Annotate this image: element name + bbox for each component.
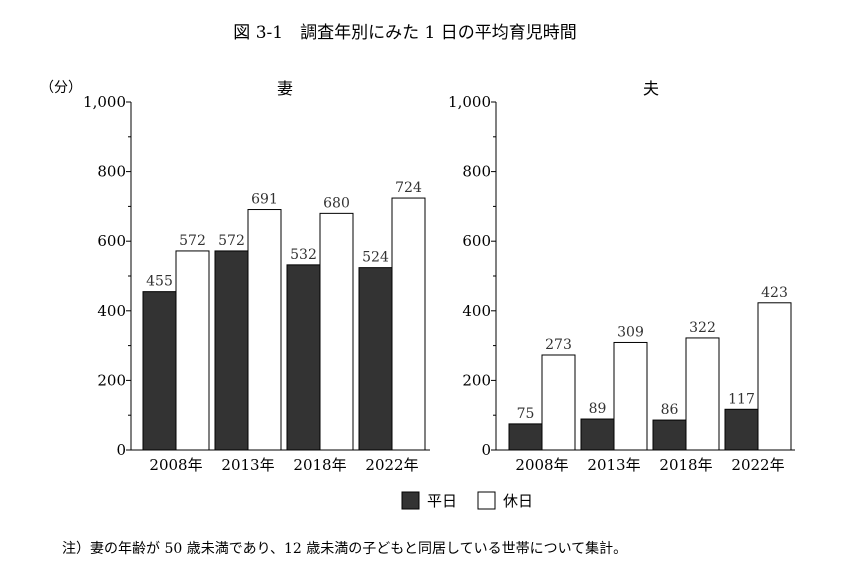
y-tick-label: 800 [462, 163, 491, 181]
y-tick-label: 200 [97, 371, 126, 389]
data-label: 309 [617, 324, 644, 340]
legend-swatch [401, 491, 420, 510]
bar-weekday [142, 291, 177, 451]
figure-title: 図 3-1 調査年別にみた 1 日の平均育児時間 [233, 23, 576, 43]
data-label: 117 [728, 391, 755, 407]
data-label: 572 [218, 233, 245, 249]
legend-swatch [477, 491, 496, 510]
panel-title: 夫 [643, 79, 659, 98]
category-label: 2018年 [659, 456, 712, 474]
bar-holiday [175, 250, 210, 451]
y-tick-label: 1,000 [448, 93, 491, 111]
category-label: 2022年 [731, 456, 784, 474]
data-label: 322 [689, 320, 716, 336]
bar-weekday [358, 267, 393, 451]
bar-weekday [580, 418, 615, 451]
category-label: 2018年 [293, 456, 346, 474]
y-tick-label: 600 [97, 232, 126, 250]
data-label: 532 [290, 247, 317, 263]
legend-label: 平日 [427, 492, 457, 510]
bar-weekday [724, 408, 759, 451]
data-label: 524 [362, 250, 389, 266]
bar-weekday [652, 419, 687, 451]
bar-holiday [757, 302, 792, 451]
data-label: 680 [323, 195, 350, 211]
panel-1: 妻 0 200 400 600 800 1,000 455 572 2008年 572 691 2013… [83, 79, 430, 474]
legend: 平日 休日 [401, 491, 533, 510]
data-label: 691 [251, 192, 278, 208]
y-tick-label: 0 [116, 441, 126, 459]
y-tick-label: 200 [462, 371, 491, 389]
bar-holiday [391, 197, 426, 451]
chart-panels: 妻 0 200 400 600 800 1,000 455 572 2008年 572 691 2013… [83, 79, 795, 474]
unit-label: （分） [40, 80, 82, 96]
bar-weekday [286, 264, 321, 451]
y-tick-label: 1,000 [83, 93, 126, 111]
y-tick-label: 800 [97, 163, 126, 181]
data-label: 572 [179, 233, 206, 249]
legend-label: 休日 [503, 492, 533, 510]
data-label: 75 [517, 406, 535, 422]
y-tick-label: 0 [481, 441, 491, 459]
data-label: 86 [661, 402, 679, 418]
bar-weekday [508, 423, 543, 451]
bar-holiday [319, 212, 354, 451]
bar-holiday [247, 209, 282, 451]
y-tick-label: 600 [462, 232, 491, 250]
data-label: 89 [589, 401, 607, 417]
category-label: 2022年 [365, 456, 418, 474]
bar-holiday [685, 337, 720, 451]
data-label: 423 [761, 285, 788, 301]
data-label: 455 [146, 274, 173, 290]
bar-holiday [541, 354, 576, 451]
bar-holiday [613, 341, 648, 451]
panel-2: 夫 0 200 400 600 800 1,000 75 273 2008年 89 309 2013年 8… [448, 79, 795, 474]
data-label: 273 [545, 337, 572, 353]
category-label: 2013年 [587, 456, 640, 474]
footnote: 注）妻の年齢が 50 歳未満であり、12 歳未満の子どもと同居している世帯につい… [62, 540, 627, 557]
category-label: 2013年 [221, 456, 274, 474]
category-label: 2008年 [149, 456, 202, 474]
y-tick-label: 400 [97, 302, 126, 320]
y-tick-label: 400 [462, 302, 491, 320]
panel-title: 妻 [277, 79, 293, 98]
category-label: 2008年 [515, 456, 568, 474]
data-label: 724 [395, 180, 422, 196]
bar-weekday [214, 250, 249, 451]
